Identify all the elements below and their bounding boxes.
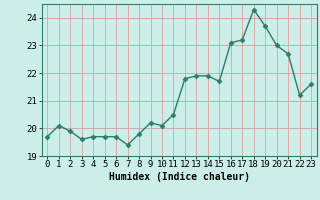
X-axis label: Humidex (Indice chaleur): Humidex (Indice chaleur) xyxy=(109,172,250,182)
